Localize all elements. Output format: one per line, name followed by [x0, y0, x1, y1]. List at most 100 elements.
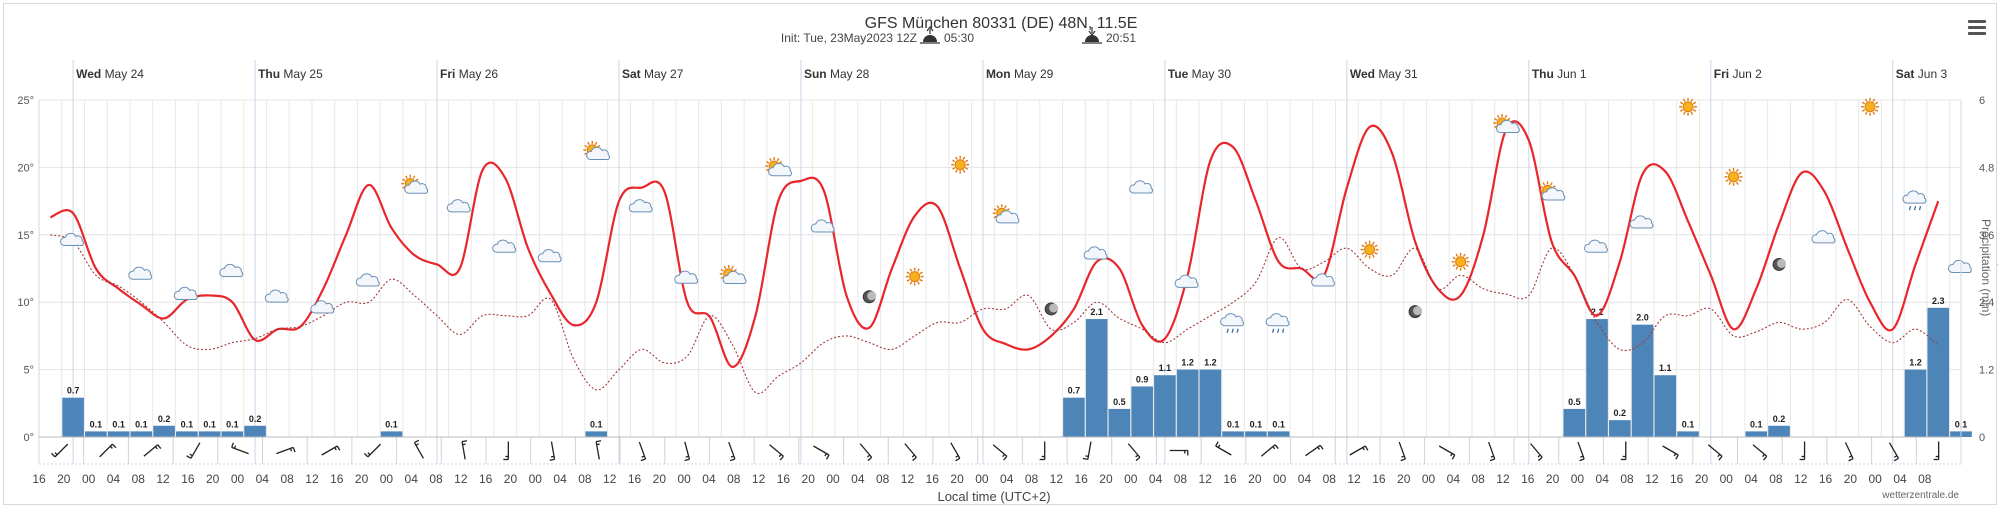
- x-tick-label: 08: [280, 472, 294, 486]
- hamburger-menu-button[interactable]: [1968, 20, 1986, 36]
- cloud-icon: [128, 266, 153, 280]
- wind-arrow-icon: [728, 441, 736, 462]
- wind-arrow-icon: [1487, 441, 1496, 462]
- wind-arrow-icon: [549, 441, 556, 461]
- cloud-icon: [1584, 239, 1608, 253]
- precip-bar: [1154, 375, 1176, 437]
- cloud-icon: [1311, 273, 1335, 287]
- x-tick-label: 16: [1819, 472, 1833, 486]
- day-label: Sun May 28: [804, 67, 870, 81]
- wind-arrow-icon: [503, 441, 509, 461]
- y-tick-label-right: 1.2: [1979, 365, 1994, 377]
- sunset-icon: [1082, 27, 1102, 44]
- x-tick-label: 08: [727, 472, 741, 486]
- x-tick-label: 00: [1869, 472, 1883, 486]
- x-tick-label: 04: [1596, 472, 1610, 486]
- x-tick-label: 12: [603, 472, 617, 486]
- wind-arrow-icon: [950, 442, 961, 462]
- x-tick-label: 20: [1397, 472, 1411, 486]
- precip-bar: [1586, 319, 1608, 437]
- x-tick-label: 20: [1099, 472, 1113, 486]
- precip-bar-label: 0.1: [226, 419, 239, 429]
- precip-bar: [107, 431, 130, 437]
- precip-bar: [1245, 431, 1267, 437]
- wind-arrow-icon: [813, 445, 830, 460]
- y-tick-label-right: 6: [1979, 95, 1985, 107]
- x-tick-label: 12: [1347, 472, 1361, 486]
- x-tick-label: 04: [405, 472, 419, 486]
- chart-title: GFS München 80331 (DE) 48N, 11.5E: [865, 15, 1138, 32]
- precip-bar: [85, 431, 107, 437]
- precip-bar-label: 2.1: [1090, 307, 1103, 317]
- cloud-icon: [264, 289, 289, 303]
- y-axis-right-label: Precipitation (mm): [1979, 219, 1993, 316]
- x-tick-label: 16: [926, 472, 940, 486]
- cloud-icon: [1629, 215, 1654, 229]
- x-tick-label: 12: [752, 472, 766, 486]
- precip-bar: [130, 431, 153, 437]
- precip-bar-label: 0.7: [67, 386, 80, 396]
- x-tick-label: 04: [851, 472, 865, 486]
- x-tick-label: 08: [1323, 472, 1337, 486]
- series-lines: [49, 120, 1940, 395]
- x-tick-label: 12: [454, 472, 468, 486]
- x-tick-label: 00: [231, 472, 245, 486]
- precip-bar: [1631, 324, 1654, 437]
- x-tick-label: 04: [1298, 472, 1312, 486]
- x-tick-label: 08: [132, 472, 146, 486]
- precip-bar-label: 0.1: [90, 419, 103, 429]
- moon-icon: [1772, 257, 1787, 271]
- wind-arrow-icon: [1215, 441, 1232, 456]
- wind-arrow-icon: [1844, 442, 1854, 462]
- x-tick-label: 04: [1893, 472, 1907, 486]
- wind-arrow-icon: [904, 443, 917, 462]
- sun-icon: [1360, 240, 1379, 259]
- precip-bar-label: 0.1: [1227, 419, 1240, 429]
- x-tick-label: 16: [1521, 472, 1535, 486]
- precip-bar-label: 0.1: [181, 419, 194, 429]
- temperature-line: [49, 120, 1940, 369]
- precip-bar: [1609, 420, 1631, 437]
- sun-cloud-icon: [1493, 113, 1520, 134]
- x-tick-label: 00: [975, 472, 989, 486]
- wind-row: [38, 437, 1962, 464]
- precip-bar-label: 0.1: [1750, 419, 1763, 429]
- x-tick-label: 16: [330, 472, 344, 486]
- day-label: Sat May 27: [622, 67, 684, 81]
- precip-bar: [153, 425, 175, 437]
- x-tick-label: 16: [1670, 472, 1684, 486]
- x-tick-label: 12: [1496, 472, 1510, 486]
- y-tick-label-left: 10°: [17, 297, 34, 309]
- precip-bar: [1927, 307, 1950, 437]
- precip-bar: [1108, 408, 1131, 437]
- wind-arrow-icon: [1888, 442, 1900, 462]
- x-tick-label: 20: [950, 472, 964, 486]
- cloud-icon: [674, 270, 699, 284]
- chart-frame: 0.7 0.1 0.1 0.1 0.2 0.1 0.1 0.1 0.2 0.1 0.1 0.7 2.1 0…: [3, 3, 1998, 505]
- y-tick-label-left: 5°: [23, 365, 34, 377]
- sun-icon: [1679, 97, 1698, 116]
- wind-arrow-icon: [992, 444, 1008, 461]
- day-label: Wed May 24: [76, 67, 144, 81]
- sun-cloud-icon: [583, 140, 610, 161]
- x-tick-label: 04: [1447, 472, 1461, 486]
- wind-arrow-icon: [143, 444, 162, 457]
- x-tick-label: 08: [429, 472, 443, 486]
- precip-bar: [1222, 431, 1244, 437]
- wind-arrow-icon: [1530, 443, 1543, 462]
- wind-arrow-icon: [1707, 444, 1723, 461]
- x-tick-label: 00: [1273, 472, 1287, 486]
- y-tick-label-right: 4.8: [1979, 162, 1994, 174]
- precip-bar-label: 0.1: [1682, 419, 1695, 429]
- y-tick-label-right: 0: [1979, 432, 1985, 444]
- wind-arrow-icon: [50, 443, 69, 458]
- cloud-icon: [1083, 246, 1108, 260]
- x-tick-label: 04: [1000, 472, 1014, 486]
- wind-arrow-icon: [1169, 449, 1189, 456]
- sunrise-icon: [920, 26, 940, 44]
- precip-bar-label: 1.2: [1181, 358, 1194, 368]
- wind-arrow-icon: [1082, 441, 1092, 461]
- weather-icons: [60, 97, 1998, 333]
- x-tick-label: 00: [677, 472, 691, 486]
- precip-bar: [1199, 369, 1222, 437]
